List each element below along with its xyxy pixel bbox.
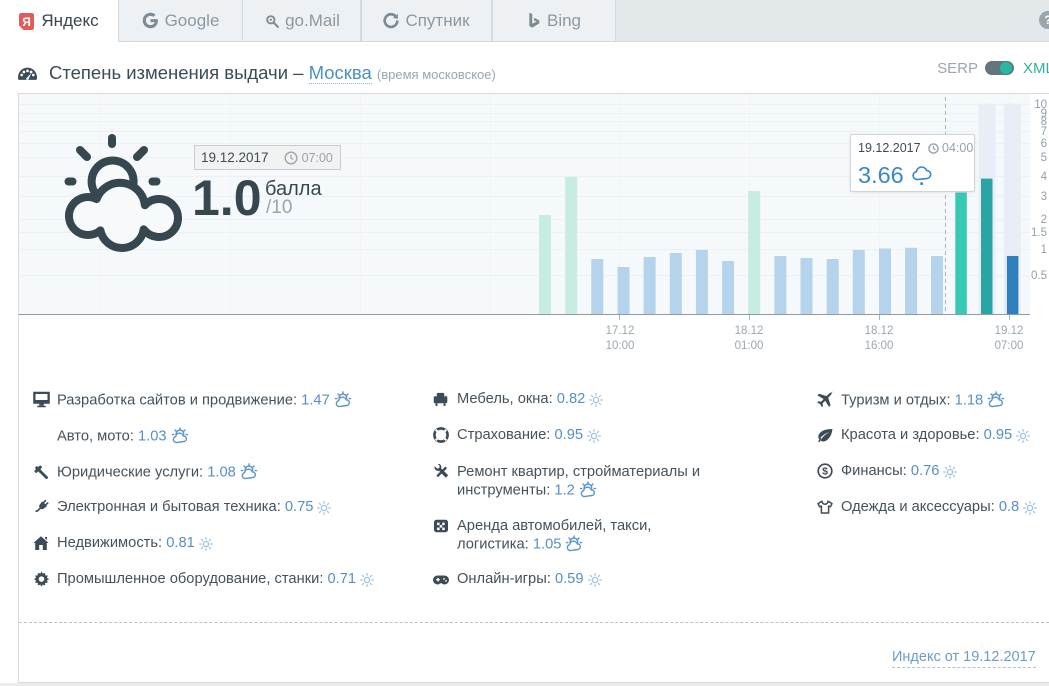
svg-text:1: 1 [1041, 244, 1047, 256]
svg-text:18.12: 18.12 [735, 325, 764, 337]
svg-text:01:00: 01:00 [735, 340, 764, 352]
svg-text:10: 10 [1034, 99, 1047, 111]
svg-text:19.12: 19.12 [995, 325, 1024, 337]
svg-text:0.5: 0.5 [1031, 270, 1047, 282]
svg-text:2: 2 [1041, 214, 1047, 226]
svg-text:8: 8 [1041, 116, 1047, 128]
svg-text:5: 5 [1041, 152, 1047, 164]
svg-text:Я: Я [23, 15, 32, 29]
svg-text:4: 4 [1041, 171, 1048, 183]
svg-text:7: 7 [1041, 126, 1047, 138]
svg-text:6: 6 [1041, 138, 1047, 150]
svg-text:3: 3 [1041, 191, 1047, 203]
svg-text:1.5: 1.5 [1031, 227, 1047, 239]
svg-text:16:00: 16:00 [865, 340, 894, 352]
svg-text:9: 9 [1041, 108, 1047, 120]
svg-text:17.12: 17.12 [606, 325, 635, 337]
svg-text:18.12: 18.12 [865, 325, 894, 337]
svg-text:07:00: 07:00 [995, 340, 1024, 352]
svg-text:10:00: 10:00 [606, 340, 635, 352]
